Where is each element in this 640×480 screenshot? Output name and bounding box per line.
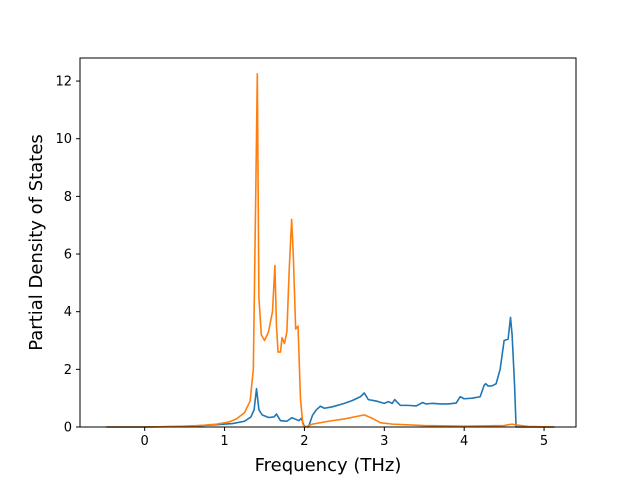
- x-axis-label: Frequency (THz): [255, 455, 402, 476]
- y-tick-label: 8: [64, 190, 72, 205]
- series-line-1: [106, 316, 555, 428]
- y-tick-label: 6: [64, 248, 72, 263]
- series-layer: [106, 73, 555, 428]
- x-axis-ticks: 0 1 2 3 4 5: [141, 427, 548, 449]
- x-tick-label: 1: [220, 434, 228, 449]
- y-axis-ticks: 0 2 4 6 8 10 12: [55, 75, 80, 436]
- y-tick-label: 4: [64, 305, 72, 320]
- y-tick-label: 10: [55, 132, 72, 147]
- x-tick-label: 0: [141, 434, 149, 449]
- series-line-2: [106, 73, 555, 428]
- x-tick-label: 5: [540, 434, 548, 449]
- x-tick-label: 3: [380, 434, 388, 449]
- plot-frame: [79, 57, 577, 428]
- x-tick-label: 4: [460, 434, 468, 449]
- y-tick-label: 12: [55, 75, 72, 90]
- y-tick-label: 2: [64, 363, 72, 378]
- y-tick-label: 0: [64, 421, 72, 436]
- x-tick-label: 2: [300, 434, 308, 449]
- y-axis-label: Partial Density of States: [26, 134, 47, 351]
